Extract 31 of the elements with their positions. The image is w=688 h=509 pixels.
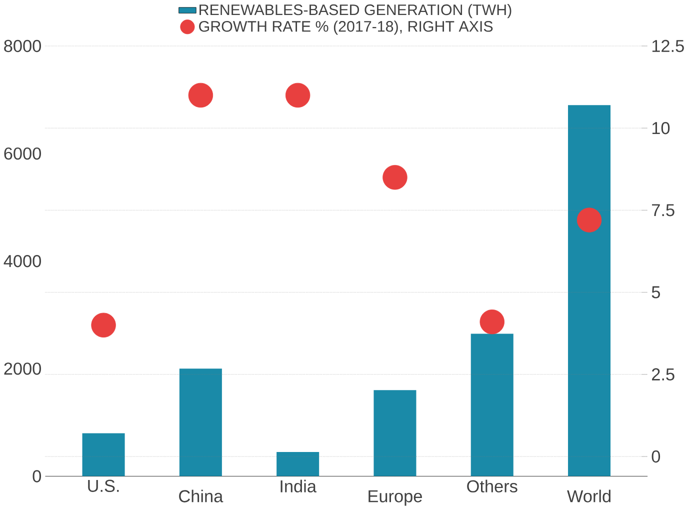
- x-tick-label: World: [567, 490, 610, 502]
- x-tick-label: Others: [467, 480, 518, 492]
- point: [382, 164, 408, 190]
- point: [285, 82, 310, 108]
- point: [188, 82, 214, 108]
- bar: [82, 433, 125, 476]
- point: [91, 312, 116, 338]
- bar: [470, 334, 514, 476]
- x-tick-label: India: [280, 480, 316, 492]
- y-tick-label: 4000: [4, 254, 41, 268]
- bar: [374, 390, 416, 476]
- y2-tick-label: 10: [652, 122, 670, 134]
- point: [576, 208, 602, 232]
- y-tick-label: 0: [32, 470, 41, 482]
- y2-tick-label: 12.5: [652, 40, 684, 52]
- y-tick-label: 2000: [4, 362, 41, 375]
- point: [480, 309, 504, 334]
- x-tick-label: U.S.: [88, 480, 119, 492]
- x-tick-label: Europe: [368, 490, 422, 506]
- x-tick-label: China: [179, 490, 224, 502]
- bar: [179, 368, 222, 476]
- y-tick-label: 8000: [4, 40, 41, 52]
- bar: [568, 105, 611, 476]
- y2-tick-label: 0: [652, 450, 660, 463]
- y2-tick-label: 5: [652, 286, 660, 298]
- y2-tick-label: 7.5: [652, 204, 674, 216]
- y-tick-label: 6000: [4, 147, 41, 160]
- y2-tick-label: 2.5: [652, 368, 674, 380]
- legend-label: GROWTH RATE % (2017-18), RIGHT AXIS: [199, 20, 493, 35]
- bar: [276, 452, 320, 476]
- legend-label: RENEWABLES-BASED GENERATION (TWH): [200, 4, 512, 18]
